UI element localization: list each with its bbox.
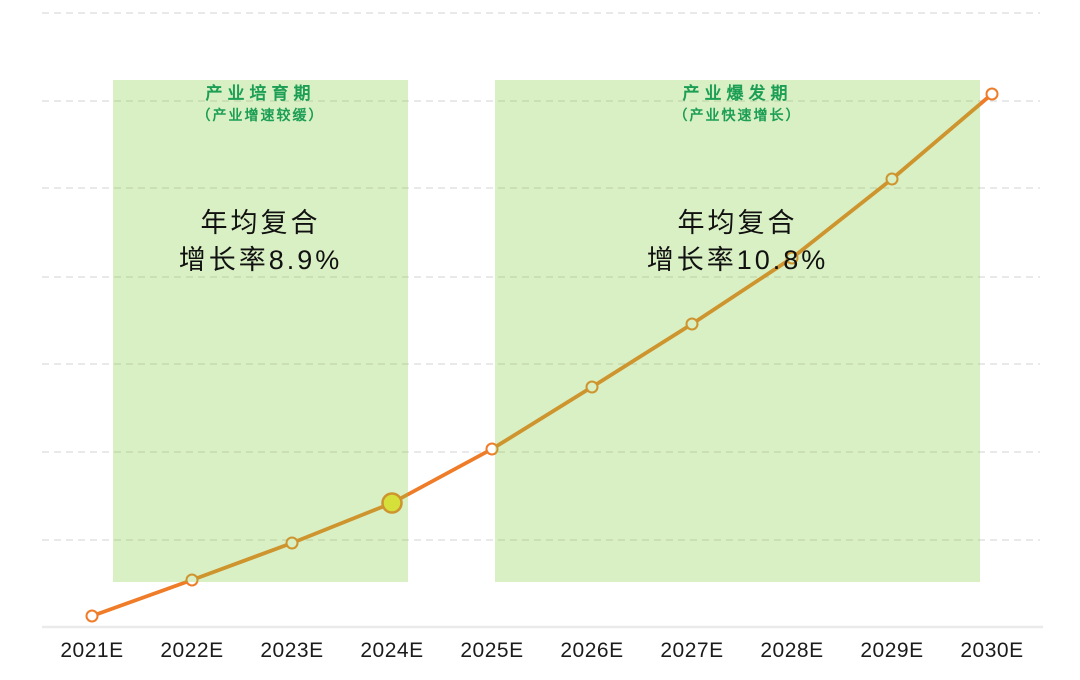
- data-point-marker: [285, 536, 299, 550]
- data-point-marker: [885, 172, 899, 186]
- cagr-annotation-explosion: 年均复合 增长率10.8%: [647, 205, 829, 279]
- data-point-marker: [785, 251, 799, 265]
- cagr-annotation-line1: 年均复合: [677, 208, 798, 238]
- trend-line: [90, 92, 994, 618]
- cagr-annotation-line2: 增长率10.8%: [646, 245, 829, 275]
- phase-subtitle-explosion: （产业快速增长）: [673, 107, 802, 123]
- phase-title-incubation: 产业培育期: [205, 84, 316, 103]
- phase-box-explosion: 产业爆发期 （产业快速增长） 年均复合 增长率10.8%: [495, 80, 980, 582]
- phase-subtitle-incubation: （产业增速较缓）: [196, 107, 325, 123]
- data-point-marker: [185, 573, 199, 587]
- data-point-marker: [85, 609, 99, 623]
- data-point-marker: [685, 317, 699, 331]
- cagr-annotation-line2: 增长率8.9%: [178, 245, 343, 275]
- phase-title-explosion: 产业爆发期: [682, 84, 793, 103]
- data-point-marker: [485, 442, 499, 456]
- data-point-marker: [585, 380, 599, 394]
- data-point-marker: [985, 87, 999, 101]
- highlight-data-point-marker: [381, 492, 403, 514]
- phase-box-incubation: 产业培育期 （产业增速较缓） 年均复合 增长率8.9%: [113, 80, 408, 582]
- cagr-annotation-line1: 年均复合: [200, 208, 321, 238]
- cagr-annotation-incubation: 年均复合 增长率8.9%: [179, 205, 343, 279]
